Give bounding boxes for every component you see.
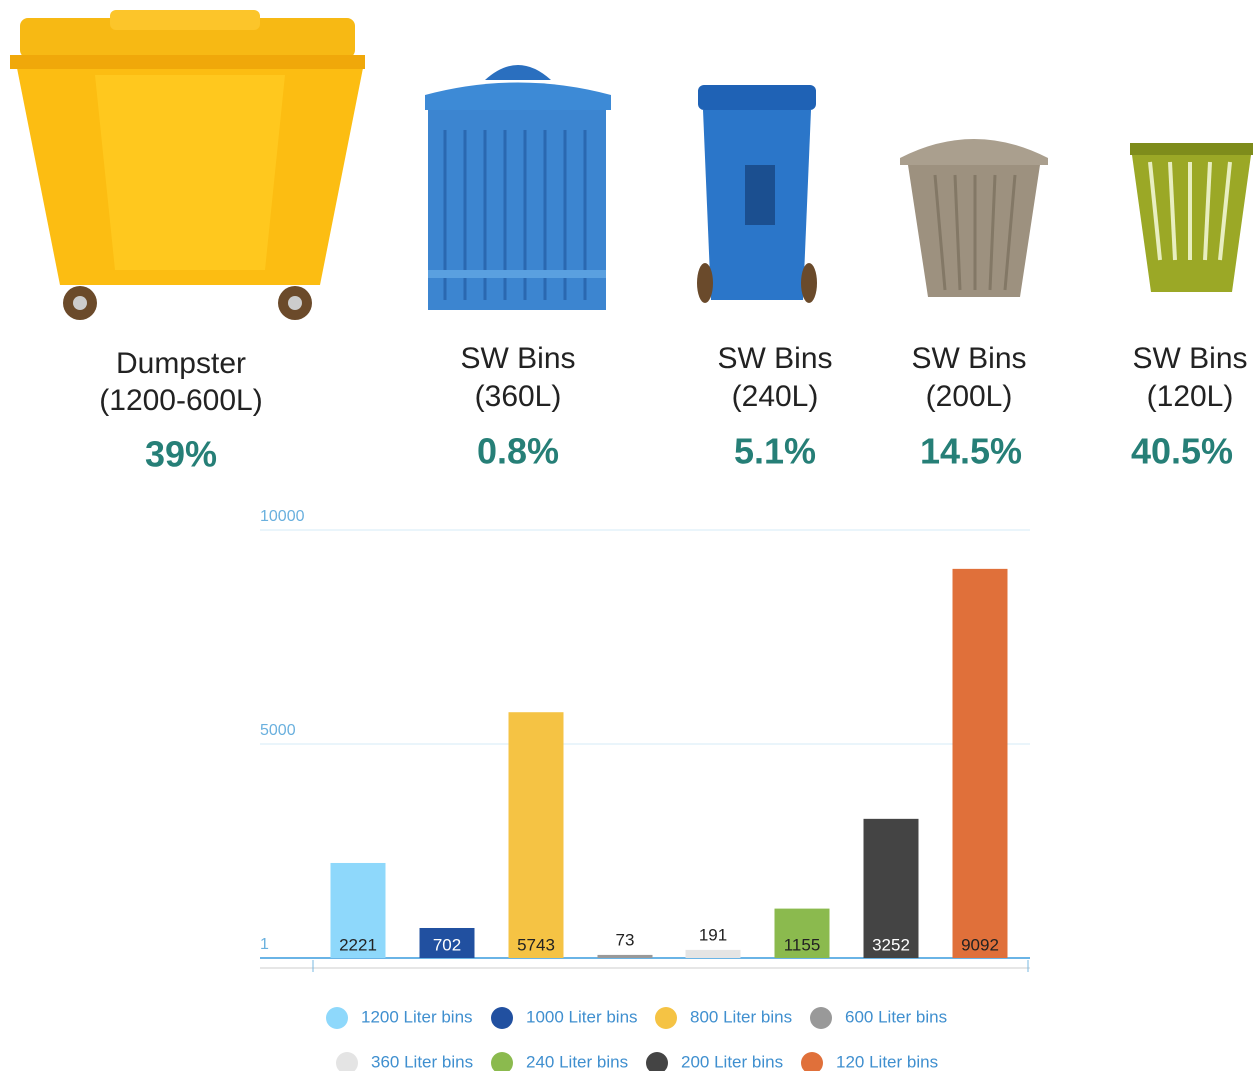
legend-swatch (326, 1007, 348, 1029)
legend-swatch (491, 1052, 513, 1071)
bar (774, 908, 830, 958)
legend-label: 600 Liter bins (845, 1007, 947, 1026)
bar (419, 927, 475, 958)
y-tick-label: 10000 (260, 508, 305, 525)
legend-label: 240 Liter bins (526, 1052, 628, 1071)
bin-name: SW Bins (911, 342, 1026, 375)
bin-capacity: (1200-600L) (99, 384, 262, 417)
legend-label: 360 Liter bins (371, 1052, 473, 1071)
legend-label: 200 Liter bins (681, 1052, 783, 1071)
bin-share: 40.5% (1131, 431, 1233, 472)
bin-capacity: (240L) (732, 380, 819, 413)
bin-capacity: (360L) (475, 380, 562, 413)
dumpster-icon (10, 10, 365, 320)
legend-label: 120 Liter bins (836, 1052, 938, 1071)
legend-label: 1000 Liter bins (526, 1007, 638, 1026)
data-label: 191 (699, 925, 727, 944)
bar (863, 818, 919, 958)
legend-swatch (336, 1052, 358, 1071)
data-label: 1155 (784, 935, 821, 954)
legend-swatch (491, 1007, 513, 1029)
basket-icon (1130, 143, 1253, 292)
legend-swatch (810, 1007, 832, 1029)
data-label: 9092 (961, 935, 999, 954)
data-label: 73 (616, 930, 635, 949)
wheelie-bin-icon (697, 85, 817, 303)
bin-share: 5.1% (734, 431, 816, 472)
metal-bin-icon (425, 65, 611, 310)
tan-bin-icon (900, 139, 1048, 297)
bin-share: 14.5% (920, 431, 1022, 472)
bin-name: SW Bins (1132, 342, 1247, 375)
bin-share: 0.8% (477, 431, 559, 472)
bar (685, 949, 741, 958)
y-tick-label: 1 (260, 936, 269, 953)
y-tick-label: 5000 (260, 722, 296, 739)
legend-swatch (646, 1052, 668, 1071)
bar (952, 568, 1008, 958)
data-label: 2221 (339, 935, 377, 954)
legend-swatch (655, 1007, 677, 1029)
bin-name: Dumpster (116, 347, 246, 380)
bin-capacity: (120L) (1147, 380, 1234, 413)
legend-label: 800 Liter bins (690, 1007, 792, 1026)
data-label: 5743 (517, 935, 555, 954)
bin-name: SW Bins (460, 342, 575, 375)
bar (330, 862, 386, 958)
bin-capacity: (200L) (926, 380, 1013, 413)
data-label: 702 (433, 935, 461, 954)
data-label: 3252 (872, 935, 910, 954)
bin-name: SW Bins (717, 342, 832, 375)
bar (597, 954, 653, 958)
legend-label: 1200 Liter bins (361, 1007, 473, 1026)
legend-swatch (801, 1052, 823, 1071)
bar (508, 712, 564, 958)
bin-share: 39% (145, 434, 217, 475)
